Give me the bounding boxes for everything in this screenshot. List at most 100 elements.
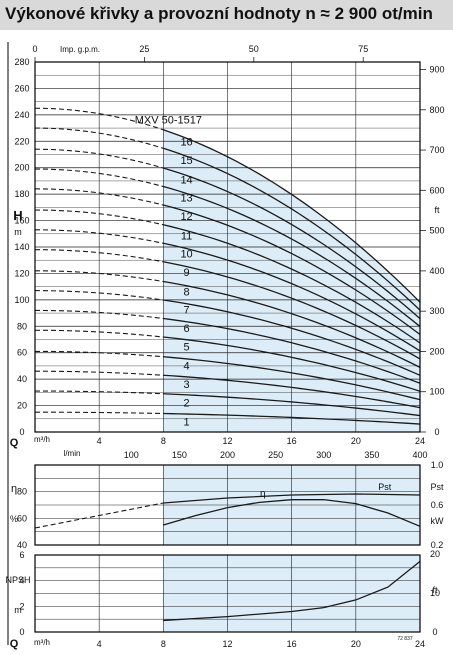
pst-axis-unit: kW xyxy=(431,516,445,526)
stage-15-curve xyxy=(163,147,421,311)
right-tick-label: 600 xyxy=(429,185,444,195)
npsh-x-tick-label: 12 xyxy=(222,639,232,649)
top-axis-label: Imp. g.p.m. xyxy=(60,45,100,54)
y-tick-label: 280 xyxy=(14,57,29,67)
stage-label: 2 xyxy=(184,397,190,409)
stage-label: 13 xyxy=(180,193,192,205)
stage-12-curve xyxy=(163,204,421,336)
right-tick-label: 200 xyxy=(429,346,444,356)
x-axis-unit: m³/h xyxy=(34,435,50,444)
stage-label: 10 xyxy=(180,249,192,261)
right-tick-label: 100 xyxy=(429,387,444,397)
stage-9-curve-dashed xyxy=(34,249,164,263)
right-tick-label: 700 xyxy=(429,145,444,155)
grid xyxy=(34,57,426,633)
y-tick-label: 20 xyxy=(17,401,27,411)
stage-label: 9 xyxy=(184,267,190,279)
stage-11-curve-dashed xyxy=(34,209,164,226)
y-tick-label: 200 xyxy=(14,163,29,173)
stage-2-curve-dashed xyxy=(34,390,164,395)
stage-11-curve xyxy=(163,224,421,344)
stage-8-curve xyxy=(163,280,421,368)
corner-code: 72 837 xyxy=(397,636,413,642)
npsh-tick-label: 4 xyxy=(19,576,24,586)
stage-7-curve-dashed xyxy=(34,290,164,301)
npsh-x-tick-label: 24 xyxy=(415,639,425,649)
stage-label: 1 xyxy=(184,417,190,429)
lmin-tick-label: 250 xyxy=(268,450,283,460)
stage-7-curve xyxy=(163,299,421,376)
right-axis-unit: ft xyxy=(434,205,440,215)
y-tick-label: 80 xyxy=(17,321,27,331)
eff-axis-unit: % xyxy=(10,514,18,524)
power-curve-label: Pst xyxy=(378,482,392,492)
title-bar: Výkonové křivky a provozní hodnoty n ≈ 2… xyxy=(0,0,453,30)
x-tick-label: 16 xyxy=(287,436,297,446)
npsh-x-tick-label: 4 xyxy=(97,639,102,649)
efficiency-curve-label: η xyxy=(260,488,266,499)
stage-4-curve xyxy=(163,356,421,401)
stage-label: 15 xyxy=(180,155,192,167)
stage-label: 5 xyxy=(184,341,190,353)
stage-6-curve xyxy=(163,317,421,384)
y-tick-label: 100 xyxy=(14,295,29,305)
npsh-x-axis-unit: m³/h xyxy=(34,638,50,647)
right-tick-label: 300 xyxy=(429,306,444,316)
stage-label: 11 xyxy=(181,230,192,242)
power-curve-dashed xyxy=(34,502,164,529)
eff-tick-label: 60 xyxy=(17,513,27,523)
pst-tick-label: 0.6 xyxy=(431,500,444,510)
stage-10-curve-dashed xyxy=(34,229,164,244)
stage-14-curve xyxy=(163,167,421,320)
x-axis-letter: Q xyxy=(10,437,19,449)
lmin-tick-label: 300 xyxy=(316,450,331,460)
stage-3-curve xyxy=(163,374,421,409)
npsh-x-tick-label: 16 xyxy=(287,639,297,649)
top-tick-label: 25 xyxy=(139,44,149,54)
lmin-tick-label: 100 xyxy=(124,450,139,460)
stage-5-curve xyxy=(163,336,421,392)
npsh-tick-label: 2 xyxy=(19,601,24,611)
stage-15-curve-dashed xyxy=(34,127,164,149)
top-tick-label: 75 xyxy=(358,44,368,54)
power-curve xyxy=(163,493,421,504)
npsh-ft-unit: ft xyxy=(432,585,438,595)
npsh-x-axis-letter: Q xyxy=(10,638,19,650)
x-tick-label: 12 xyxy=(222,436,232,446)
y-tick-label: 180 xyxy=(14,189,29,199)
npsh-ft-tick-label: 20 xyxy=(430,549,440,559)
x-tick-label: 20 xyxy=(351,436,361,446)
right-tick-label: 400 xyxy=(429,266,444,276)
stage-label: 12 xyxy=(180,211,192,223)
efficiency-curve xyxy=(163,499,421,527)
stage-13-curve xyxy=(163,185,421,328)
right-tick-label: 500 xyxy=(429,226,444,236)
right-tick-label: 0 xyxy=(434,427,439,437)
stage-12-curve-dashed xyxy=(34,188,164,206)
stage-16-curve xyxy=(163,129,421,303)
frame-npsh xyxy=(34,554,421,633)
npsh-axis-unit: m xyxy=(14,605,22,615)
y-tick-label: 160 xyxy=(14,216,29,226)
y-tick-label: 60 xyxy=(17,348,27,358)
npsh-x-tick-label: 8 xyxy=(161,639,166,649)
stage-3-curve-dashed xyxy=(34,370,164,376)
top-tick-label: 50 xyxy=(249,44,259,54)
model-label: MXV 50-1517 xyxy=(135,115,202,127)
top-tick-label: 0 xyxy=(32,44,37,54)
y-tick-label: 220 xyxy=(14,136,29,146)
npsh-x-tick-label: 20 xyxy=(351,639,361,649)
npsh-curve xyxy=(163,560,421,622)
y-axis-unit: m xyxy=(14,227,22,237)
stage-14-curve-dashed xyxy=(34,148,164,169)
y-tick-label: 260 xyxy=(14,83,29,93)
stage-label: 6 xyxy=(184,323,190,335)
frame-efficiency xyxy=(34,464,421,546)
curves xyxy=(34,107,421,622)
eff-tick-label: 80 xyxy=(17,487,27,497)
frame-head xyxy=(34,61,421,433)
eff-axis-label: η xyxy=(11,483,17,495)
panel-frames xyxy=(7,42,421,645)
